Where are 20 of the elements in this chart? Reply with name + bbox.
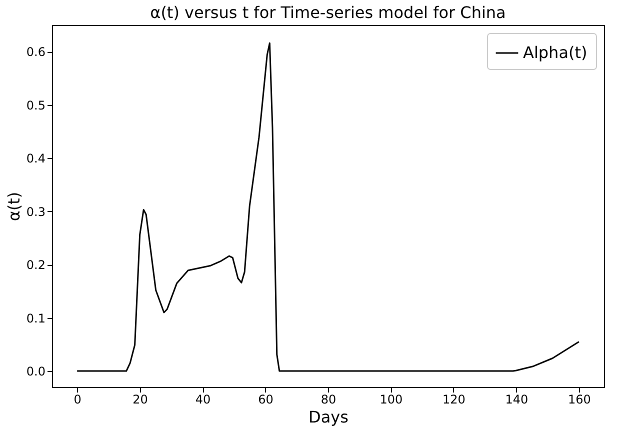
y-tick-label: 0.2 xyxy=(26,258,46,272)
y-tick-label: 0.3 xyxy=(26,204,46,219)
x-tick-label: 100 xyxy=(380,392,403,406)
x-tick-label: 140 xyxy=(505,392,528,406)
chart-title: α(t) versus t for Time-series model for China xyxy=(150,3,506,22)
y-tick-label: 0.0 xyxy=(26,364,46,379)
y-tick-label: 0.6 xyxy=(26,45,46,60)
x-tick-label: 80 xyxy=(320,392,336,406)
x-axis-title: Days xyxy=(308,408,348,426)
x-tick-label: 160 xyxy=(568,392,591,406)
y-axis-title: α(t) xyxy=(4,192,24,222)
x-tick-label: 40 xyxy=(195,392,211,406)
x-tick-label: 120 xyxy=(442,392,466,406)
y-tick-label: 0.5 xyxy=(26,98,46,112)
legend-label: Alpha(t) xyxy=(523,43,588,62)
x-tick-label: 60 xyxy=(258,392,274,406)
x-tick-label: 0 xyxy=(74,392,82,406)
x-tick-label: 20 xyxy=(132,392,148,406)
y-tick-label: 0.1 xyxy=(26,311,46,326)
y-tick-label: 0.4 xyxy=(26,152,46,166)
